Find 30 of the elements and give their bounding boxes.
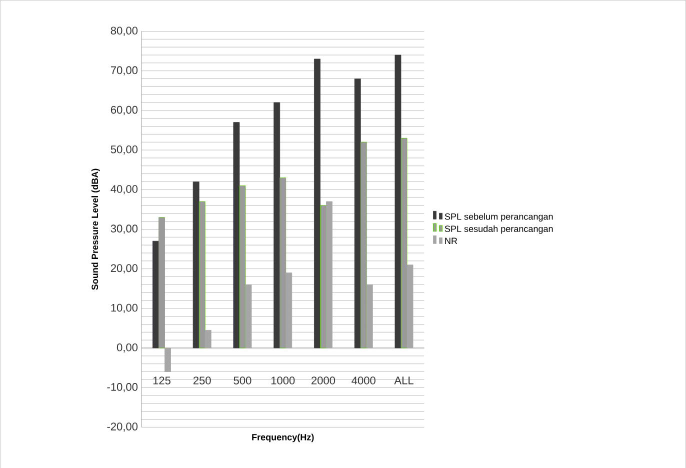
y-tick-label: -20,00	[107, 422, 138, 432]
y-tick-label: 60,00	[110, 106, 138, 115]
x-tick-label: 250	[193, 376, 211, 384]
y-tick-label: 0,00	[116, 343, 138, 352]
bar	[394, 54, 402, 348]
bar	[192, 181, 200, 348]
bar	[314, 58, 320, 348]
x-tick-label: 1000	[271, 376, 295, 384]
y-tick-label: 70,00	[110, 66, 138, 76]
bar	[152, 240, 159, 348]
legend-label: SPL sesudah perancangan	[444, 225, 553, 234]
legend-label: NR	[445, 238, 458, 244]
x-tick-label: 2000	[312, 376, 336, 384]
y-tick-label: 20,00	[110, 264, 138, 274]
x-tick-label: 500	[234, 376, 252, 384]
y-tick-label: 40,00	[110, 184, 138, 194]
bar	[233, 122, 240, 348]
x-axis-title: Frequency(Hz)	[252, 434, 314, 442]
y-tick-label: 30,00	[110, 224, 138, 234]
bar	[354, 78, 361, 348]
y-tick-label: 10,00	[111, 304, 138, 313]
legend-label: SPL sebelum perancangan	[444, 212, 553, 222]
bar	[274, 102, 280, 348]
y-axis-title: Sound Pressure Level (dBA)	[91, 168, 100, 290]
x-tick-label: 125	[153, 376, 170, 384]
x-tick-label: ALL	[394, 376, 414, 384]
y-tick-label: 50,00	[110, 145, 138, 154]
y-tick-label: 80,00	[110, 26, 138, 36]
y-tick-label: -10,00	[107, 382, 138, 392]
x-tick-label: 4000	[352, 376, 376, 384]
